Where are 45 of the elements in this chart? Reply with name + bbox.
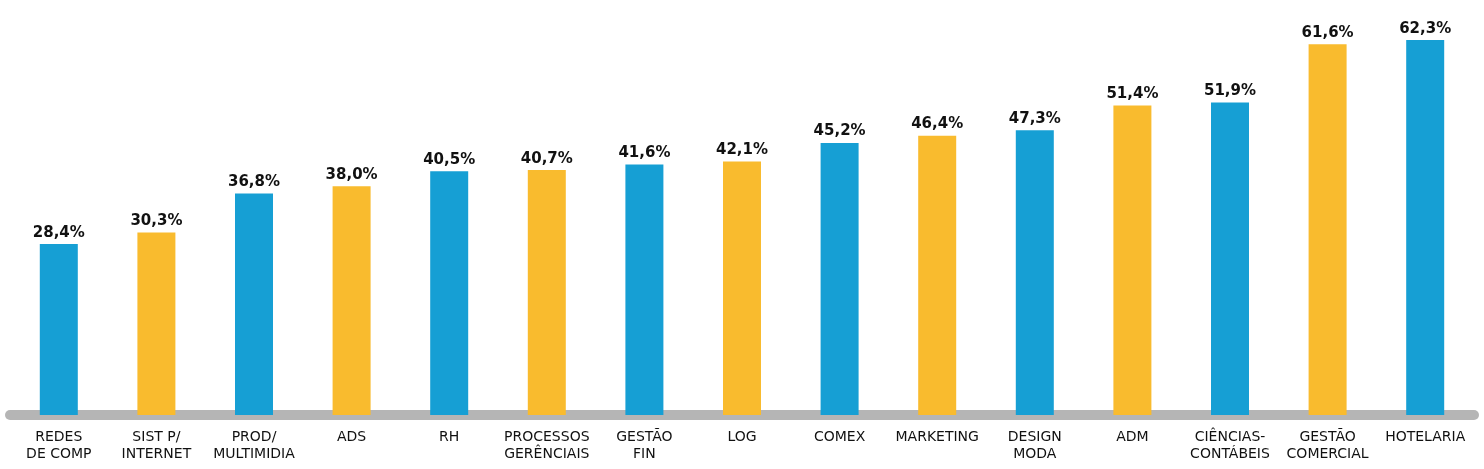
x-tick-label: PROD/ MULTIMIDIA bbox=[213, 427, 296, 461]
x-tick-label: LOG bbox=[727, 427, 757, 444]
x-tick-label: ADM bbox=[1116, 427, 1149, 444]
data-label: 62,3% bbox=[1399, 18, 1452, 37]
bar bbox=[723, 161, 761, 415]
bar bbox=[1308, 44, 1347, 415]
bar bbox=[1015, 130, 1054, 415]
data-label: 51,4% bbox=[1106, 84, 1159, 103]
data-label: 47,3% bbox=[1008, 108, 1061, 127]
x-tick-label: GESTÃO FIN bbox=[616, 427, 673, 461]
data-label: 45,2% bbox=[813, 121, 866, 140]
data-label: 42,1% bbox=[715, 140, 769, 159]
x-tick-label: CIÊNCIAS- CONTÁBEIS bbox=[1190, 426, 1270, 461]
bar bbox=[1113, 105, 1152, 415]
bar bbox=[1406, 40, 1445, 415]
data-label: 40,5% bbox=[423, 149, 476, 168]
bar bbox=[527, 170, 566, 415]
data-label: 40,7% bbox=[520, 148, 573, 167]
data-label: 36,8% bbox=[227, 171, 281, 190]
x-tick-label: HOTELARIA bbox=[1385, 427, 1466, 444]
data-label: 28,4% bbox=[32, 222, 85, 241]
data-label: 46,4% bbox=[911, 114, 964, 133]
x-tick-label: RH bbox=[439, 427, 460, 444]
x-tick-label: DESIGN MODA bbox=[1007, 427, 1062, 461]
bar bbox=[820, 142, 859, 415]
bar bbox=[332, 186, 371, 415]
bar bbox=[39, 244, 78, 415]
bar bbox=[430, 171, 469, 415]
bar bbox=[235, 193, 273, 415]
bar bbox=[625, 164, 664, 415]
data-label: 41,6% bbox=[618, 143, 671, 162]
bar bbox=[1211, 102, 1249, 415]
bar bbox=[918, 135, 957, 415]
x-tick-label: GESTÃO COMERCIAL bbox=[1286, 427, 1369, 461]
x-tick-label: SIST P/ INTERNET bbox=[121, 427, 192, 461]
data-label: 30,3% bbox=[130, 211, 183, 230]
bar bbox=[137, 232, 176, 415]
data-label: 61,6% bbox=[1301, 22, 1354, 41]
x-tick-label: ADS bbox=[336, 427, 367, 444]
x-tick-label: REDES DE COMP bbox=[26, 427, 92, 461]
x-tick-label: MARKETING bbox=[895, 427, 979, 444]
data-label: 38,0% bbox=[325, 164, 378, 183]
x-tick-label: PROCESSOS GERÊNCIAIS bbox=[504, 427, 590, 461]
data-label: 51,9% bbox=[1203, 81, 1257, 100]
x-tick-label: COMEX bbox=[813, 427, 866, 444]
